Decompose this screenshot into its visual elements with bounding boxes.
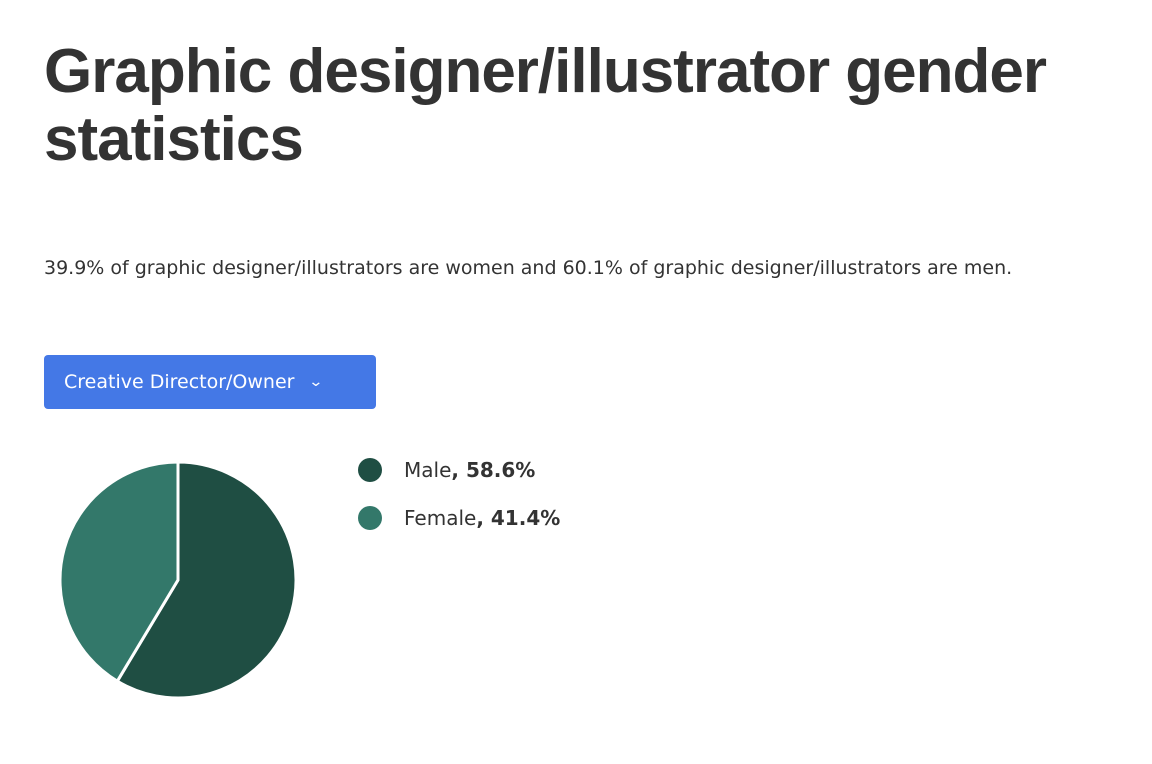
- pie-chart: [58, 460, 298, 700]
- pie-slice-male: [115, 460, 298, 700]
- legend-item-male: Male, 58.6%: [358, 446, 560, 494]
- legend-swatch-male: [358, 458, 382, 482]
- legend-value-female: 41.4%: [490, 506, 561, 530]
- legend-value-male: 58.6%: [465, 458, 536, 482]
- legend-item-female: Female, 41.4%: [358, 494, 560, 542]
- pie-slice-female: [58, 460, 180, 683]
- legend-swatch-female: [358, 506, 382, 530]
- dropdown-label: Creative Director/Owner: [64, 371, 295, 393]
- legend-label-male: Male: [404, 458, 452, 482]
- page-title: Graphic designer/illustrator gender stat…: [44, 37, 1047, 174]
- role-dropdown[interactable]: Creative Director/Owner ⌄: [44, 355, 376, 409]
- legend: Male, 58.6% Female, 41.4%: [358, 446, 560, 542]
- legend-label-female: Female: [404, 506, 477, 530]
- description: 39.9% of graphic designer/illustrators a…: [44, 257, 1013, 279]
- chevron-down-icon: ⌄: [308, 374, 324, 390]
